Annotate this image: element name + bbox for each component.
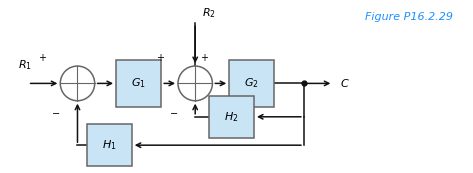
Ellipse shape	[60, 66, 95, 101]
Text: $G_1$: $G_1$	[131, 76, 146, 90]
Bar	[116, 60, 161, 107]
Text: $H_1$: $H_1$	[102, 138, 116, 152]
Text: +: +	[201, 53, 209, 63]
Text: $C$: $C$	[340, 77, 350, 89]
Text: $G_2$: $G_2$	[245, 76, 259, 90]
Bar	[209, 96, 254, 138]
Text: +: +	[156, 53, 164, 63]
Text: $R_2$: $R_2$	[202, 6, 216, 20]
Bar	[87, 124, 132, 166]
Text: Figure P16.2.29: Figure P16.2.29	[365, 12, 453, 22]
Text: $R_1$: $R_1$	[18, 58, 32, 72]
Text: $-$: $-$	[169, 107, 178, 117]
Text: $-$: $-$	[51, 107, 61, 117]
Text: +: +	[38, 53, 46, 63]
Bar	[229, 60, 274, 107]
Ellipse shape	[178, 66, 212, 101]
Text: $H_2$: $H_2$	[224, 110, 239, 124]
